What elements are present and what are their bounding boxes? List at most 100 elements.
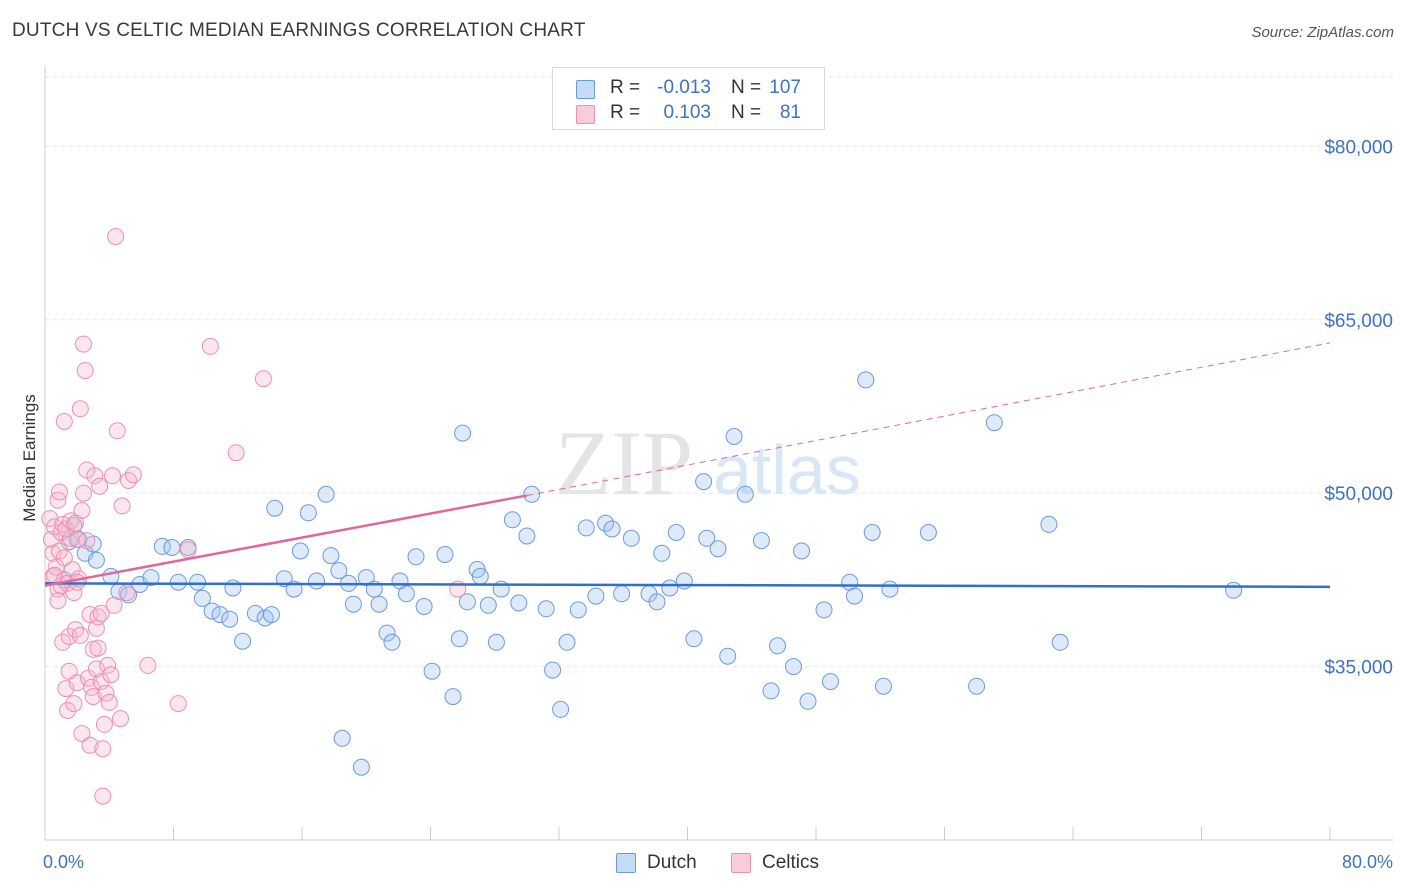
gridlines xyxy=(45,76,1393,668)
dutch-swatch-icon xyxy=(576,80,595,99)
data-point-dutch xyxy=(597,514,615,532)
data-point-celtics xyxy=(107,228,125,245)
data-point-dutch xyxy=(736,485,754,503)
data-point-celtics xyxy=(92,604,110,622)
data-point-dutch xyxy=(1040,515,1058,533)
data-point-dutch xyxy=(423,662,441,680)
celtics-swatch-icon xyxy=(576,105,595,124)
data-point-celtics xyxy=(84,688,102,706)
data-point-celtics xyxy=(42,530,60,548)
watermark: ZIP atlas xyxy=(555,412,861,514)
data-point-celtics xyxy=(71,626,89,644)
data-point-dutch xyxy=(799,692,817,710)
trend-lines xyxy=(44,342,1331,589)
x-tick-label-min: 0.0% xyxy=(43,852,84,872)
data-point-dutch xyxy=(275,570,293,588)
data-point-celtics xyxy=(100,693,118,711)
data-point-celtics xyxy=(78,532,96,550)
y-axis-label: Median Earnings xyxy=(20,394,39,522)
data-point-dutch xyxy=(603,520,621,538)
data-point-dutch xyxy=(653,544,671,562)
data-point-dutch xyxy=(709,540,727,558)
data-point-dutch xyxy=(985,414,1003,432)
correlation-legend: R = -0.013 N = 107 R = 0.103 N = 81 xyxy=(552,67,825,130)
data-point-dutch xyxy=(234,632,252,650)
data-point-dutch xyxy=(822,673,839,691)
data-point-dutch xyxy=(471,567,489,585)
data-point-celtics xyxy=(201,337,219,355)
legend-row-dutch: R = -0.013 N = 107 xyxy=(553,77,824,103)
data-point-dutch xyxy=(333,729,351,747)
data-point-dutch xyxy=(785,658,802,676)
trend-line-celtics-extension xyxy=(526,342,1331,496)
data-point-dutch xyxy=(544,661,562,679)
data-point-dutch xyxy=(558,633,576,651)
data-point-dutch xyxy=(685,630,703,648)
data-point-dutch xyxy=(383,633,401,651)
trend-line-celtics xyxy=(44,494,528,587)
data-point-dutch xyxy=(407,548,425,566)
data-point-dutch xyxy=(221,610,239,628)
legend-label-dutch: Dutch xyxy=(647,852,697,873)
data-point-celtics xyxy=(124,466,142,484)
data-point-celtics xyxy=(105,596,123,614)
data-point-celtics xyxy=(104,467,121,485)
data-point-celtics xyxy=(113,497,131,515)
data-point-dutch xyxy=(370,595,388,613)
y-tick-label: $65,000 xyxy=(1324,311,1393,332)
data-point-dutch xyxy=(436,546,454,563)
data-point-dutch xyxy=(344,595,362,613)
legend-n-label: N = xyxy=(731,102,762,123)
data-point-dutch xyxy=(450,630,468,648)
data-point-dutch xyxy=(622,529,640,547)
data-point-dutch xyxy=(458,593,476,611)
data-point-dutch xyxy=(613,585,631,603)
y-tick-label: $50,000 xyxy=(1324,484,1393,505)
data-point-dutch xyxy=(397,585,415,603)
legend-n-value: 81 xyxy=(779,102,801,123)
data-point-dutch xyxy=(875,677,892,695)
data-point-dutch xyxy=(317,485,335,503)
axes xyxy=(44,66,1393,841)
data-points xyxy=(41,228,1243,805)
data-point-dutch xyxy=(308,572,325,590)
data-point-dutch xyxy=(503,511,521,529)
data-point-celtics xyxy=(179,541,197,559)
data-point-celtics xyxy=(118,584,136,602)
data-point-dutch xyxy=(661,579,679,597)
data-point-dutch xyxy=(291,542,309,560)
data-point-dutch xyxy=(378,624,396,642)
data-point-celtics xyxy=(112,710,129,728)
data-point-celtics xyxy=(87,660,105,678)
watermark-zip: ZIP xyxy=(555,412,693,514)
data-point-celtics xyxy=(102,666,120,684)
data-point-dutch xyxy=(193,589,211,607)
data-point-celtics xyxy=(57,680,75,698)
data-point-celtics xyxy=(49,592,67,610)
data-point-dutch xyxy=(102,567,120,585)
data-point-dutch xyxy=(863,524,881,541)
data-point-celtics xyxy=(94,740,112,758)
data-point-celtics xyxy=(76,362,94,380)
data-point-dutch xyxy=(299,504,317,522)
data-point-celtics xyxy=(67,514,84,532)
data-point-celtics xyxy=(60,662,78,680)
data-point-dutch xyxy=(569,601,587,619)
data-point-dutch xyxy=(454,424,472,442)
data-point-dutch xyxy=(415,598,433,615)
x-tick-label-max: 80.0% xyxy=(1342,852,1393,872)
data-point-dutch xyxy=(793,542,810,560)
data-point-celtics xyxy=(73,725,91,743)
data-point-dutch xyxy=(330,562,348,580)
data-point-celtics xyxy=(65,695,83,713)
data-point-dutch xyxy=(263,606,280,624)
data-point-dutch xyxy=(695,473,713,491)
data-point-dutch xyxy=(919,524,937,541)
data-point-dutch xyxy=(322,547,340,565)
data-point-celtics xyxy=(139,656,157,674)
data-point-celtics xyxy=(89,639,107,657)
data-point-dutch xyxy=(752,532,770,550)
data-point-dutch xyxy=(725,428,743,445)
data-point-dutch xyxy=(815,601,833,619)
